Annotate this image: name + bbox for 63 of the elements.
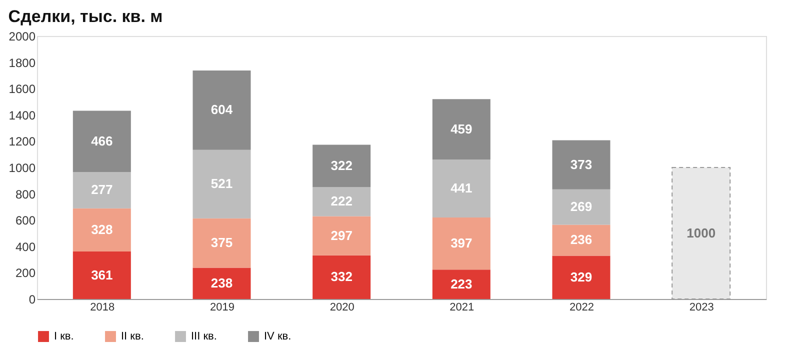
bar (432, 270, 490, 299)
data-label: 277 (91, 182, 113, 198)
data-label: 373 (570, 156, 592, 172)
bar (192, 150, 251, 218)
bar (72, 208, 131, 252)
data-label: 223 (450, 276, 472, 292)
bar (72, 252, 131, 299)
x-tick-label: 2018 (90, 302, 115, 314)
data-label: 328 (91, 222, 113, 237)
data-label: 332 (330, 269, 352, 284)
bar (192, 218, 251, 268)
y-tick-label: 1000 (8, 161, 36, 175)
y-tick-label: 0 (28, 292, 36, 306)
bar (312, 144, 371, 188)
bar (72, 172, 131, 208)
legend-label: II кв. (121, 330, 144, 343)
data-label: 322 (330, 158, 352, 173)
chart-title: Сделки, тыс. кв. м (8, 7, 163, 26)
legend-label: IV кв. (264, 330, 292, 343)
data-label: 466 (91, 133, 113, 148)
y-tick-label: 1400 (8, 108, 36, 122)
bar (312, 187, 371, 216)
data-label: 375 (210, 235, 233, 250)
legend-label: I кв. (54, 330, 74, 343)
bar (312, 255, 371, 299)
y-tick-label: 1600 (8, 82, 36, 96)
bar (552, 256, 610, 299)
y-tick-label: 200 (15, 266, 36, 280)
y-tick-label: 800 (15, 187, 36, 202)
y-tick-label: 400 (15, 240, 36, 254)
data-label: 604 (210, 102, 234, 118)
x-tick-label: 2022 (570, 302, 594, 314)
x-tick-label: 2023 (689, 302, 714, 314)
bar (432, 99, 490, 160)
bar (192, 70, 251, 150)
data-label: 397 (450, 236, 472, 251)
y-tick-label: 1800 (8, 56, 36, 70)
data-label: 269 (570, 199, 592, 214)
data-label: 459 (450, 121, 472, 136)
x-tick-label: 2019 (210, 302, 234, 314)
data-label: 238 (210, 275, 233, 290)
data-label: 441 (450, 180, 472, 196)
data-label: 361 (91, 267, 113, 282)
y-tick-label: 2000 (8, 30, 36, 44)
bar (72, 110, 131, 172)
x-tick-label: 2020 (330, 302, 354, 314)
bar (192, 268, 251, 299)
bar (312, 216, 371, 256)
bar (432, 217, 490, 270)
x-tick-label: 2021 (450, 302, 474, 314)
bar (552, 140, 610, 190)
legend-label: III кв. (191, 330, 217, 343)
bar (432, 159, 490, 218)
bar (552, 189, 610, 225)
data-label: 222 (330, 194, 352, 209)
data-label: 297 (330, 228, 352, 243)
data-label: 1000 (686, 225, 716, 240)
data-label: 521 (210, 176, 233, 192)
data-label: 236 (570, 232, 592, 248)
bar (552, 224, 610, 256)
data-label: 329 (570, 269, 592, 284)
y-tick-label: 1200 (8, 134, 36, 149)
y-tick-label: 600 (15, 214, 36, 228)
